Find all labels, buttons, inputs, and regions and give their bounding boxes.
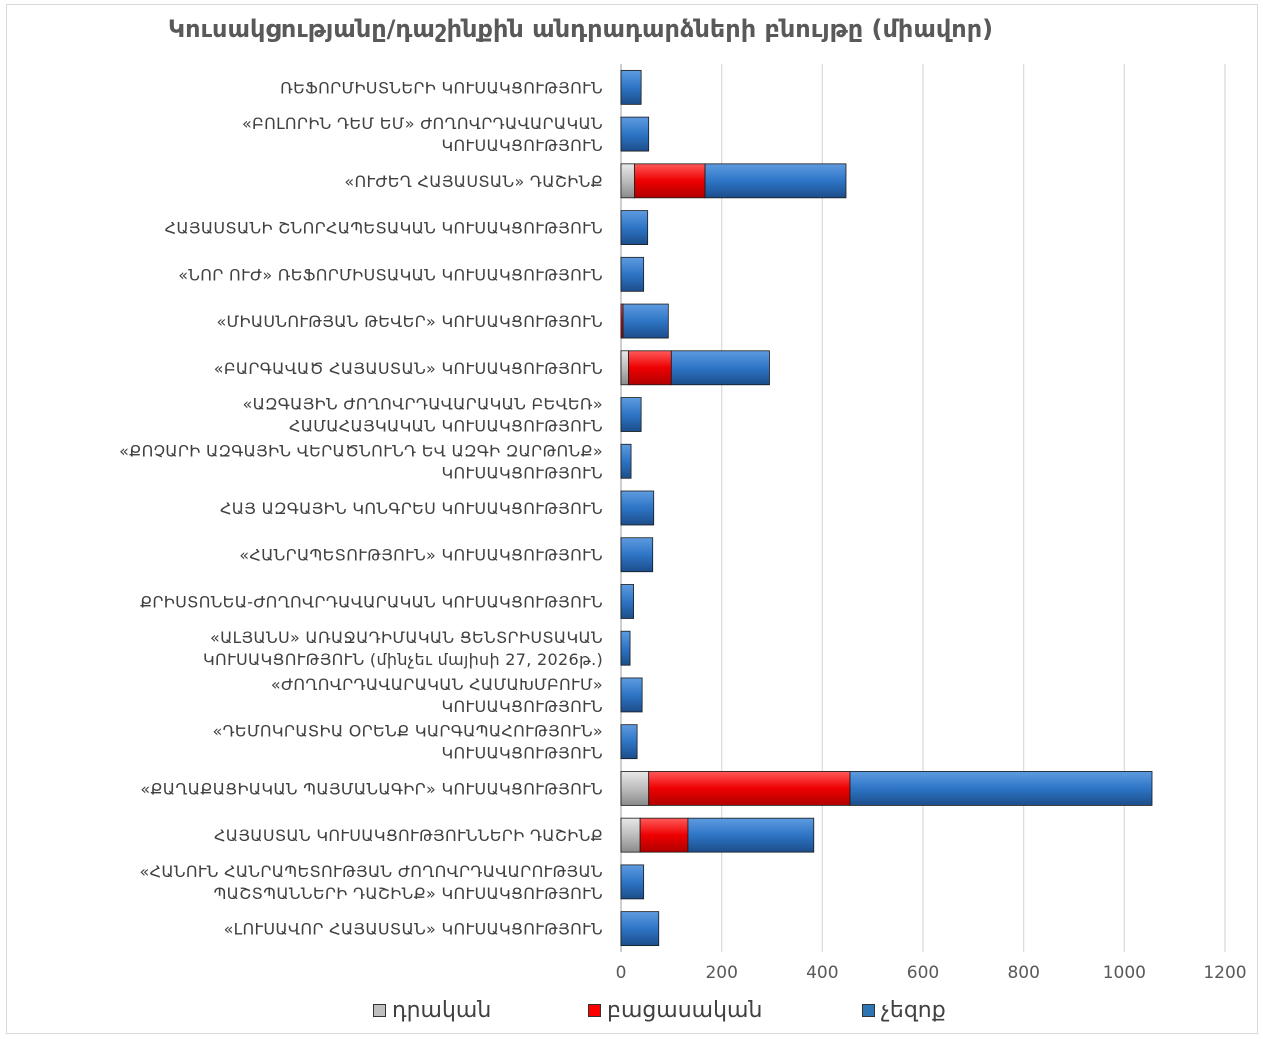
- x-axis-ticks: 0 200 400 600 800 1000 1200: [616, 963, 1247, 983]
- legend-swatch: [588, 1004, 601, 1017]
- category-label: ՀԱՅ ԱԶԳԱՅԻՆ ԿՈՆԳՐԵՍ ԿՈՒՍԱԿՑՈՒԹՅՈՒՆ: [220, 499, 603, 518]
- category-label: ՀԱՅԱՍՏԱՆԻ ՇՆՈՐՀԱՊԵՏԱԿԱՆ ԿՈՒՍԱԿՑՈՒԹՅՈՒՆ: [165, 219, 603, 238]
- legend-swatch: [862, 1004, 875, 1017]
- x-tick-label: 400: [806, 963, 838, 983]
- bar-segment: [620, 163, 635, 199]
- bar-segment: [620, 724, 638, 760]
- category-label: «ՔՈՉԱՐԻ ԱԶԳԱՅԻՆ ՎԵՐԱԾՆՈՒՆԴ ԵՎ ԱԶԳԻ ԶԱՐԹՈ…: [119, 441, 603, 482]
- bar-segment: [620, 537, 654, 573]
- bar-segment: [620, 771, 650, 806]
- legend-label: բացասական: [607, 998, 763, 1023]
- bar-segment: [648, 771, 851, 806]
- category-label: «ՈՒԺԵՂ ՀԱՅԱՍՏԱՆ» ԴԱՇԻՆՔ: [344, 172, 603, 191]
- bar-segment: [620, 864, 645, 900]
- legend-label: դրական: [392, 998, 492, 1023]
- chart-plot-area: ՌԵՖՈՐՄԻՍՏՆԵՐԻ ԿՈՒՍԱԿՑՈՒԹՅՈՒՆ «ԲՈԼՈՐԻՆ ԴԵՄ…: [119, 64, 1247, 983]
- category-label: «ՀԱՆՈՒՆ ՀԱՆՐԱՊԵՏՈՒԹՅԱՆ ԺՈՂՈՎՐԴԱՎԱՐՈՒԹՅԱՆ…: [139, 862, 603, 903]
- x-tick-label: 1000: [1103, 963, 1146, 983]
- category-label: «ԼՈՒՍԱՎՈՐ ՀԱՅԱՍՏԱՆ» ԿՈՒՍԱԿՑՈՒԹՅՈՒՆ: [224, 920, 603, 939]
- bar-segment: [620, 677, 643, 713]
- legend: դրական բացասական չեզոք: [0, 998, 1263, 1038]
- category-label: «ԱԼՅԱՆՍ» ԱՌԱՋԱԴԻՄԱԿԱՆ ՑԵՆՏՐԻՍՏԱԿԱՆ ԿՈՒՍԱԿ…: [203, 628, 603, 669]
- category-labels: ՌԵՖՈՐՄԻՍՏՆԵՐԻ ԿՈՒՍԱԿՑՈՒԹՅՈՒՆ «ԲՈԼՈՐԻՆ ԴԵՄ…: [119, 78, 603, 938]
- bar-segment: [620, 490, 655, 526]
- bar-segment: [849, 771, 1153, 806]
- bar-segment: [620, 630, 631, 666]
- bar-segment: [634, 163, 706, 199]
- bar-segment: [620, 397, 642, 432]
- bar-segment: [639, 817, 689, 853]
- bar-segment: [622, 303, 669, 339]
- bar-segment: [620, 256, 645, 292]
- legend-item: բացասական: [588, 998, 762, 1023]
- bar-segment: [620, 443, 632, 479]
- bar-segment: [687, 817, 815, 853]
- bar-segment: [620, 817, 641, 853]
- category-label: «ՀԱՆՐԱՊԵՏՈՒԹՅՈՒՆ» ԿՈՒՍԱԿՑՈՒԹՅՈՒՆ: [239, 546, 603, 565]
- x-tick-label: 1200: [1203, 963, 1246, 983]
- bar-segment: [620, 584, 634, 619]
- bar-segment: [620, 116, 650, 152]
- bars: [620, 69, 1153, 947]
- x-tick-label: 600: [907, 963, 939, 983]
- category-label: «ՔԱՂԱՔԱՑԻԱԿԱՆ ՊԱՅՄԱՆԱԳԻՐ» ԿՈՒՍԱԿՑՈՒԹՅՈՒՆ: [140, 779, 603, 798]
- bar-segment: [628, 350, 672, 386]
- chart-title: Կուսակցությանը/դաշինքին անդրադարձների բն…: [168, 15, 994, 43]
- category-label: «ԴԵՄՈԿՐԱՏԻԱ ՕՐԵՆՔ ԿԱՐԳԱՊԱՀՈՒԹՅՈՒՆ» ԿՈՒՍԱԿ…: [212, 722, 603, 763]
- bar-segment: [620, 911, 660, 947]
- x-tick-label: 800: [1007, 963, 1039, 983]
- category-label: «ԲԱՐԳԱՎԱԾ ՀԱՅԱՍՏԱՆ» ԿՈՒՍԱԿՑՈՒԹՅՈՒՆ: [214, 359, 603, 378]
- bar-segment: [620, 210, 649, 245]
- category-label: «ԺՈՂՈՎՐԴԱՎԱՐԱԿԱՆ ՀԱՄԱԽՄԲՈՒՄ» ԿՈՒՍԱԿՑՈՒԹՅՈ…: [271, 675, 603, 716]
- category-label: «ՄԻԱՍՆՈՒԹՅԱՆ ԹԵՎԵՐ» ԿՈՒՍԱԿՑՈՒԹՅՈՒՆ: [216, 312, 603, 331]
- category-label: «ԲՈԼՈՐԻՆ ԴԵՄ ԵՄ» ԺՈՂՈՎՐԴԱՎԱՐԱԿԱՆ ԿՈՒՍԱԿՑՈ…: [242, 114, 603, 155]
- legend-item: դրական: [373, 998, 491, 1023]
- category-label: ՌԵՖՈՐՄԻՍՏՆԵՐԻ ԿՈՒՍԱԿՑՈՒԹՅՈՒՆ: [280, 78, 603, 97]
- legend-swatch: [373, 1004, 386, 1017]
- bar-segment: [670, 350, 770, 386]
- category-label: ՔՐԻՍՏՈՆԵԱ-ԺՈՂՈՎՐԴԱՎԱՐԱԿԱՆ ԿՈՒՍԱԿՑՈՒԹՅՈՒՆ: [140, 592, 603, 611]
- category-label: «ԱԶԳԱՅԻՆ ԺՈՂՈՎՐԴԱՎԱՐԱԿԱՆ ԲԵՎԵՌ» ՀԱՄԱՀԱՅԿԱ…: [243, 395, 604, 436]
- bar-segment: [704, 163, 847, 199]
- legend-label: չեզոք: [881, 998, 946, 1023]
- legend-item: չեզոք: [862, 998, 946, 1023]
- category-label: ՀԱՅԱՍՏԱՆ ԿՈՒՍԱԿՑՈՒԹՅՈՒՆՆԵՐԻ ԴԱՇԻՆՔ: [214, 826, 603, 845]
- x-tick-label: 200: [705, 963, 737, 983]
- bar-segment: [620, 350, 629, 386]
- bar-segment: [620, 69, 642, 105]
- category-label: «ՆՈՐ ՈՒԺ» ՌԵՖՈՐՄԻՍՏԱԿԱՆ ԿՈՒՍԱԿՑՈՒԹՅՈՒՆ: [178, 265, 603, 284]
- x-tick-label: 0: [616, 963, 627, 983]
